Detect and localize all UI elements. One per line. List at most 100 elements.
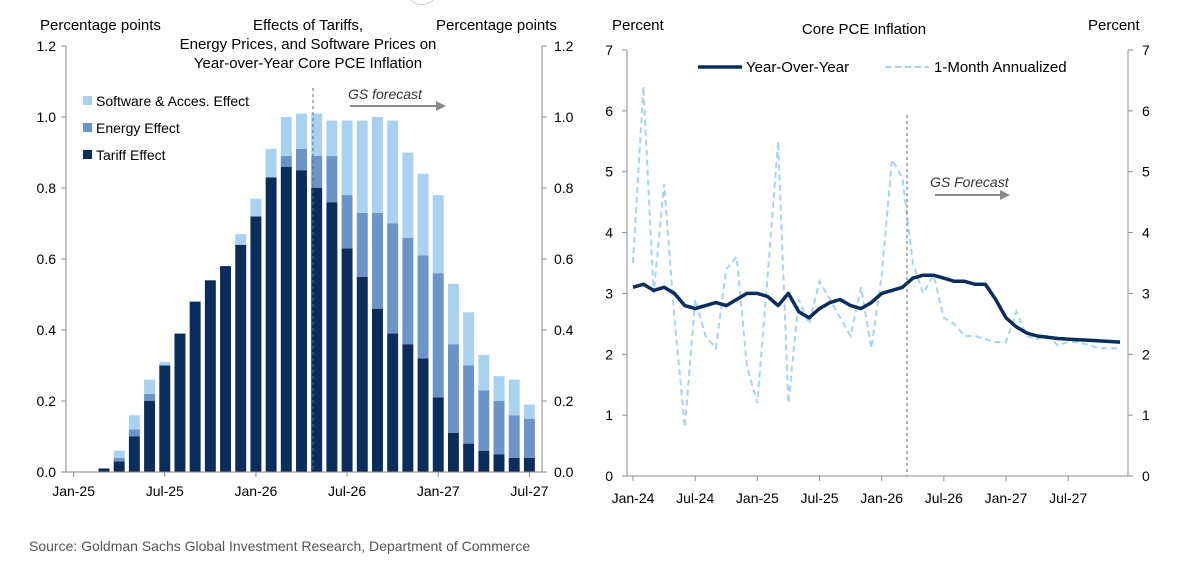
bar-tariff [189, 301, 201, 472]
tariff-effects-chart: Percentage points Percentage points Effe… [37, 17, 574, 499]
bar-energy [493, 401, 505, 455]
bar-software [159, 361, 171, 366]
bar-energy [402, 237, 414, 345]
left-ytick-label: 0.2 [37, 393, 57, 409]
left-ytick-label: 0.0 [37, 464, 57, 480]
bar-software [356, 120, 368, 213]
right-xtick-label: Jan-27 [985, 490, 1028, 506]
right-y2tick-label: 3 [1142, 285, 1150, 301]
right-xtick-label: Jan-25 [736, 490, 779, 506]
right-y2tick-label: 4 [1142, 225, 1150, 241]
source-note: Source: Goldman Sachs Global Investment … [29, 538, 531, 554]
bar-energy [311, 156, 323, 188]
bar-energy [280, 156, 292, 167]
left-forecast-arrowhead [436, 101, 446, 111]
bar-energy [128, 429, 140, 437]
right-forecast-label: GS Forecast [930, 174, 1010, 190]
bar-tariff [280, 166, 292, 472]
bar-tariff [296, 170, 307, 472]
left-y2tick-label: 1.2 [554, 38, 574, 54]
bar-software [113, 450, 125, 458]
left-y2tick-label: 0.0 [554, 464, 574, 480]
right-y2-title: Percent [1088, 17, 1141, 34]
bar-software [250, 198, 262, 217]
legend-label-monthly: 1-Month Annualized [934, 59, 1067, 76]
left-title-line1: Effects of Tariffs, [253, 17, 363, 34]
bar-tariff [220, 266, 232, 472]
bar-tariff [326, 202, 338, 472]
right-ytick-label: 0 [605, 468, 613, 484]
left-forecast-label: GS forecast [348, 86, 423, 102]
legend-label-energy: Energy Effect [96, 120, 180, 136]
bar-software [463, 312, 475, 366]
bar-software [341, 120, 353, 196]
left-ytick-label: 1.0 [37, 109, 57, 125]
bar-software [432, 195, 444, 274]
bar-software [265, 148, 277, 178]
bar-software [280, 117, 292, 157]
legend-label-software: Software & Acces. Effect [96, 93, 249, 109]
right-ytick-label: 6 [605, 103, 613, 119]
legend-label-yoy: Year-Over-Year [746, 59, 849, 76]
right-title: Core PCE Inflation [802, 21, 926, 38]
bar-tariff [250, 216, 262, 472]
bar-energy [144, 393, 156, 401]
right-ytick-label: 5 [605, 164, 613, 180]
bar-tariff [447, 432, 459, 472]
chart-canvas: Percentage points Percentage points Effe… [37, 17, 1150, 506]
bar-tariff [356, 276, 368, 472]
bar-tariff [371, 308, 383, 472]
right-xtick-label: Jul-27 [1049, 490, 1087, 506]
bar-energy [523, 418, 535, 458]
left-xtick-label: Jul-27 [510, 483, 548, 499]
bar-software [508, 379, 520, 416]
bar-software [387, 120, 399, 224]
right-xtick-label: Jul-25 [800, 490, 838, 506]
bar-energy [387, 223, 399, 334]
legend-label-tariff: Tariff Effect [96, 147, 166, 163]
bar-tariff [311, 188, 323, 472]
bar-software [296, 113, 307, 149]
left-xtick-label: Jul-26 [328, 483, 366, 499]
right-ytick-label: 1 [605, 407, 613, 423]
left-xtick-label: Jan-26 [235, 483, 278, 499]
bar-tariff [265, 177, 277, 472]
right-ytick-label: 4 [605, 225, 613, 241]
line-1-month-annualized [632, 86, 1120, 428]
bar-software [235, 234, 247, 245]
left-title-line2: Energy Prices, and Software Prices on [180, 36, 437, 53]
right-forecast-arrowhead [1000, 190, 1010, 200]
bar-tariff [341, 248, 353, 472]
legend-swatch-software [83, 96, 92, 105]
left-title-line3: Year-over-Year Core PCE Inflation [194, 55, 422, 72]
left-ytick-label: 0.8 [37, 180, 57, 196]
bar-energy [447, 344, 459, 433]
left-y2-title: Percentage points [436, 17, 557, 34]
core-pce-chart: Percent Percent Core PCE Inflation Year-… [605, 17, 1150, 506]
left-ytick-label: 0.6 [37, 251, 57, 267]
right-xtick-label: Jul-24 [676, 490, 714, 506]
right-lines [632, 86, 1121, 428]
right-y2tick-label: 7 [1142, 42, 1150, 58]
left-y-title: Percentage points [40, 17, 161, 34]
right-y2tick-label: 1 [1142, 407, 1150, 423]
bar-tariff [174, 333, 186, 472]
right-y2tick-label: 0 [1142, 468, 1150, 484]
right-ytick-label: 7 [605, 42, 613, 58]
right-xtick-label: Jan-24 [612, 490, 655, 506]
bar-energy [341, 195, 353, 249]
bar-software [402, 152, 414, 238]
bar-tariff [113, 461, 125, 472]
bar-tariff [508, 457, 520, 472]
bar-energy [356, 212, 368, 277]
right-y2tick-label: 6 [1142, 103, 1150, 119]
left-axes: 0.0 0.0 0.2 0.2 0.4 0.4 0.6 0.6 0.8 0.8 1.0 1.0 1.2 1… [37, 38, 574, 499]
bar-tariff [402, 344, 414, 472]
left-ytick-label: 1.2 [37, 38, 57, 54]
left-y2tick-label: 0.4 [554, 322, 574, 338]
left-legend: Software & Acces. Effect Energy Effect T… [83, 93, 249, 163]
left-y2tick-label: 1.0 [554, 109, 574, 125]
bar-tariff [128, 436, 140, 472]
legend-swatch-tariff [83, 150, 92, 159]
bar-tariff [159, 365, 171, 472]
